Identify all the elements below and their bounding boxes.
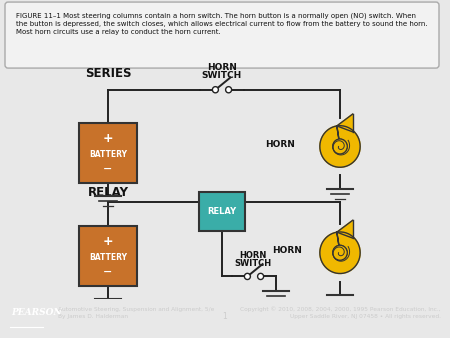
Polygon shape <box>320 232 360 273</box>
FancyBboxPatch shape <box>79 123 137 183</box>
Text: PEARSON: PEARSON <box>11 308 62 317</box>
Text: RELAY: RELAY <box>87 186 129 199</box>
Text: SERIES: SERIES <box>85 68 131 80</box>
Text: Automotive Steering, Suspension and Alignment, 5/e
By James D. Halderman: Automotive Steering, Suspension and Alig… <box>58 307 215 319</box>
FancyBboxPatch shape <box>199 192 245 231</box>
Text: 1: 1 <box>223 312 227 321</box>
Text: +: + <box>103 235 113 248</box>
Text: −: − <box>104 267 112 277</box>
Text: +: + <box>103 132 113 145</box>
Circle shape <box>333 139 347 154</box>
Text: SWITCH: SWITCH <box>234 259 271 268</box>
Text: HORN: HORN <box>272 246 302 255</box>
Text: HORN: HORN <box>207 63 237 72</box>
Text: HORN: HORN <box>239 251 267 260</box>
Circle shape <box>257 273 264 280</box>
Text: −: − <box>104 164 112 174</box>
Circle shape <box>225 87 232 93</box>
Text: Copyright © 2010, 2008, 2004, 2000, 1995 Pearson Education, Inc.,
Upper Saddle R: Copyright © 2010, 2008, 2004, 2000, 1995… <box>240 306 441 319</box>
Polygon shape <box>337 114 353 132</box>
Text: BATTERY: BATTERY <box>89 254 127 262</box>
Circle shape <box>333 245 347 260</box>
Polygon shape <box>320 126 360 167</box>
Text: FIGURE 11–1 Most steering columns contain a horn switch. The horn button is a no: FIGURE 11–1 Most steering columns contai… <box>16 13 427 35</box>
Circle shape <box>212 87 218 93</box>
Circle shape <box>244 273 250 280</box>
Text: SWITCH: SWITCH <box>202 71 242 80</box>
FancyBboxPatch shape <box>5 2 439 68</box>
Polygon shape <box>337 220 353 238</box>
Text: HORN: HORN <box>265 140 295 149</box>
Text: RELAY: RELAY <box>207 207 237 216</box>
FancyBboxPatch shape <box>79 226 137 286</box>
Text: BATTERY: BATTERY <box>89 150 127 159</box>
